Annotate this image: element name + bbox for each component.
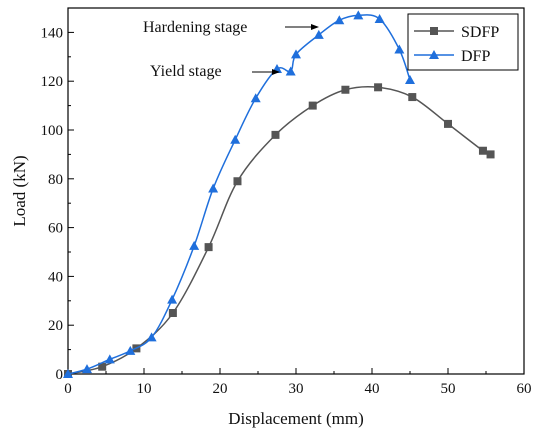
x-axis-ticks: 0 10 20 30 40 50 60 — [64, 368, 532, 397]
data-point-sdfp — [341, 85, 350, 94]
annotation-hardening-stage: Hardening stage — [143, 19, 247, 36]
x-tick-label: 20 — [213, 381, 228, 397]
data-point-sdfp — [204, 243, 213, 252]
data-point-dfp — [167, 294, 178, 304]
series-layer — [63, 10, 495, 378]
x-tick-label: 0 — [64, 381, 72, 397]
data-point-sdfp — [308, 101, 317, 110]
data-point-dfp — [405, 74, 415, 84]
y-tick-label: 100 — [41, 123, 64, 139]
y-axis-label: Load (kN) — [10, 155, 29, 226]
data-point-dfp — [291, 49, 301, 59]
data-point-dfp — [82, 364, 92, 374]
data-point-sdfp — [271, 130, 280, 139]
series-dfp — [63, 10, 415, 378]
legend-marker-sdfp — [430, 27, 438, 35]
y-tick-label: 40 — [48, 269, 63, 285]
data-point-dfp — [285, 66, 296, 76]
data-point-sdfp — [98, 362, 107, 371]
data-point-dfp — [104, 354, 115, 364]
annotation-hardening-arrow-head — [311, 24, 319, 30]
x-tick-label: 30 — [289, 381, 304, 397]
data-point-sdfp — [444, 119, 452, 128]
data-point-dfp — [146, 332, 157, 342]
annotation-yield-stage: Yield stage — [150, 63, 222, 80]
annotation-layer: Hardening stage Yield stage — [143, 19, 319, 80]
x-tick-label: 50 — [441, 381, 456, 397]
data-point-dfp — [250, 93, 261, 103]
data-point-sdfp — [478, 146, 487, 155]
data-point-sdfp — [233, 177, 242, 186]
legend: SDFP DFP — [407, 13, 519, 71]
data-point-sdfp — [486, 150, 495, 159]
data-point-dfp — [125, 345, 136, 355]
legend-label-sdfp: SDFP — [461, 24, 499, 41]
data-point-dfp — [374, 13, 385, 23]
y-tick-label: 20 — [48, 318, 63, 334]
y-tick-label: 60 — [48, 221, 63, 237]
y-tick-label: 140 — [41, 25, 64, 41]
data-point-dfp — [230, 134, 241, 144]
data-point-dfp — [334, 15, 345, 25]
y-tick-label: 0 — [56, 367, 64, 383]
data-point-sdfp — [408, 93, 417, 102]
y-tick-label: 120 — [41, 74, 64, 90]
series-line-sdfp — [67, 85, 491, 375]
series-sdfp — [64, 83, 495, 378]
legend-box — [407, 13, 519, 71]
data-point-sdfp — [374, 83, 383, 92]
x-axis-label: Displacement (mm) — [228, 409, 364, 428]
data-point-dfp — [63, 369, 73, 378]
x-tick-label: 60 — [517, 381, 532, 397]
data-point-dfp — [394, 44, 405, 54]
x-tick-label: 10 — [137, 381, 152, 397]
data-point-dfp — [353, 10, 364, 20]
legend-label-dfp: DFP — [461, 48, 490, 65]
data-point-dfp — [208, 183, 219, 193]
data-point-sdfp — [168, 309, 177, 317]
x-tick-label: 40 — [365, 381, 380, 397]
data-point-dfp — [189, 240, 200, 250]
series-line-dfp — [67, 14, 411, 375]
y-tick-label: 80 — [48, 172, 63, 188]
y-axis-ticks: 0 20 40 60 80 100 120 140 — [41, 25, 74, 383]
legend-marker-dfp — [429, 50, 439, 59]
data-point-dfp — [313, 29, 324, 39]
annotation-yield-arrow-head — [272, 69, 280, 75]
